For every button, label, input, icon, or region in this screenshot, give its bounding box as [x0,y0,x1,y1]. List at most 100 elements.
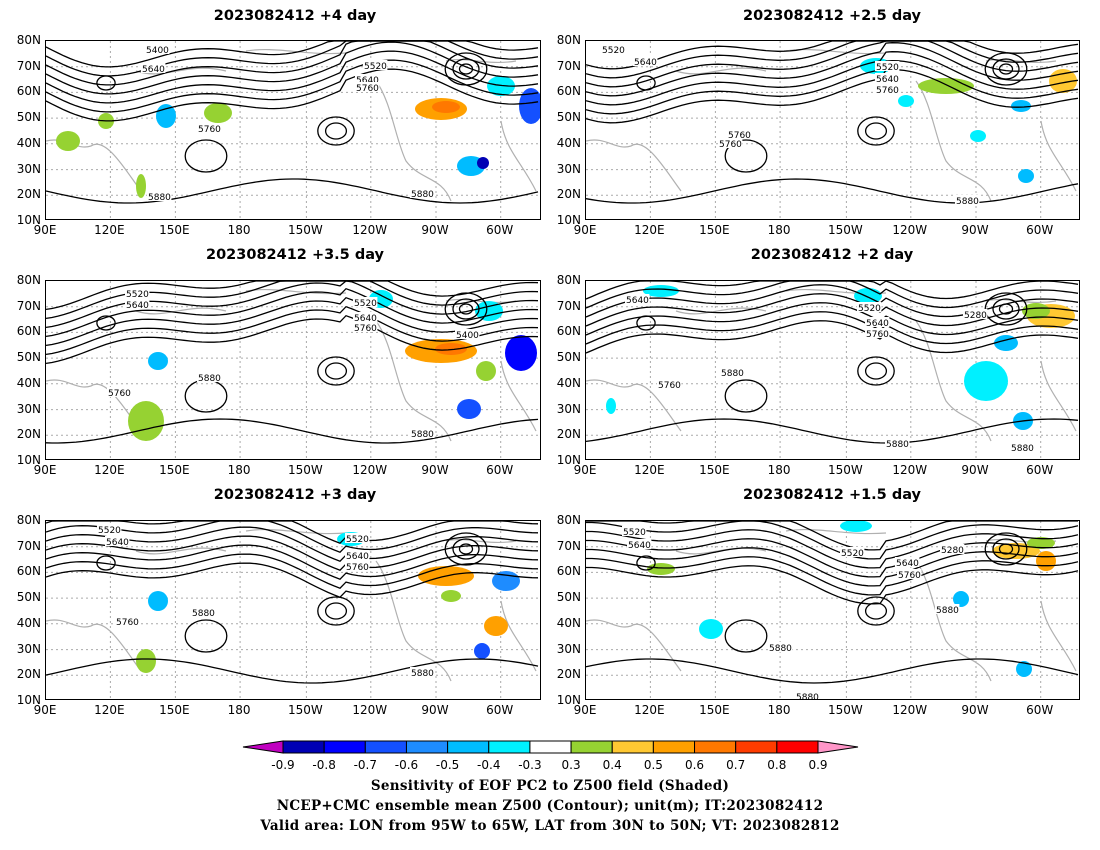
longitude-tick-label: 120E [94,463,125,477]
latitude-tick-label: 20N [556,667,581,682]
closed-contour [444,292,488,326]
latitude-tick-label: 50N [16,350,41,365]
colorbar-tick-label: 0.5 [643,758,663,772]
colorbar-segment [694,740,737,754]
latitude-tick-label: 40N [556,615,581,630]
z500-contour [586,42,1079,97]
longitude-tick-label: 180 [227,223,251,237]
latitude-tick-label: 60N [556,84,581,99]
closed-contour [857,596,895,626]
z500-contour [586,60,1079,115]
contour-label: 5880 [148,193,171,203]
closed-contour [324,602,348,620]
latitude-tick-label: 70N [556,298,581,313]
latitude-tick-label: 60N [556,324,581,339]
longitude-tick-label: 150W [828,463,863,477]
closed-contour [96,75,116,91]
z500-contour [586,547,1079,587]
z500-contour [586,418,1079,444]
z500-contour [586,281,1079,300]
longitude-tick-label: 150E [699,223,730,237]
longitude-tick-label: 120E [634,463,665,477]
contour-label: 5880 [796,693,819,700]
sensitivity-shade [1022,303,1050,319]
longitude-tick-label: 120W [352,703,388,717]
z500-contour [586,178,1079,204]
sensitivity-shade [475,301,503,321]
contour-label: 5880 [198,374,221,384]
longitude-tick-label: 150E [699,463,730,477]
sensitivity-shade [204,103,232,123]
z500-contour [46,50,539,104]
closed-contour [317,116,355,146]
closed-contour [857,116,895,146]
longitude-tick-label: 120E [634,223,665,237]
z500-contour [586,556,1079,596]
z500-contour [586,281,1079,309]
longitude-tick-label: 90E [573,223,597,237]
longitude-tick-label: 120W [892,223,928,237]
contour-label: 5640 [876,75,899,85]
longitude-tick-label: 60W [1026,463,1054,477]
latitude-tick-label: 10N [16,693,41,707]
latitude-tick-label: 60N [16,324,41,339]
z500-contour [586,284,1079,318]
latitude-tick-label: 30N [16,401,41,416]
closed-contour [857,356,895,386]
z500-contour [46,418,539,444]
longitude-tick-label: 60W [486,703,514,717]
contour-label: 5640 [866,319,889,329]
latitude-tick-label: 70N [556,538,581,553]
z500-contour [46,658,539,684]
z500-contour [586,320,1079,354]
colorbar-segment [652,740,696,754]
longitude-tick-label: 60W [1026,223,1054,237]
contour-label: 5880 [411,669,434,679]
latitude-tick-label: 40N [16,375,41,390]
z500-contour [46,41,539,68]
z500-contour [586,302,1079,336]
latitude-tick-label: 80N [556,33,581,47]
latitude-tick-label: 10N [16,453,41,467]
colorbar-tick-label: 0.4 [602,758,622,772]
sensitivity-shade [699,619,723,639]
sensitivity-shade [136,649,156,673]
map-panel-5: 5520 5640 5520 5640 5760 5760 5880 5880 [45,520,541,700]
caption-line-1: Sensitivity of EOF PC2 to Z500 field (Sh… [370,778,730,794]
closed-contour [444,532,488,566]
contour-label: 5760 [354,324,377,334]
longitude-tick-label: 150W [828,223,863,237]
z500-contour [46,535,539,571]
z500-contour [586,521,1078,551]
colorbar-tick-label: -0.8 [312,758,336,772]
longitude-tick-label: 150E [159,463,190,477]
closed-contour [724,619,768,653]
longitude-tick-label: 120W [892,463,928,477]
contour-label: 5400 [146,46,169,56]
latitude-tick-label: 70N [16,58,41,73]
z500-contour [46,562,539,598]
longitude-tick-label: 150E [159,223,190,237]
colorbar-tick-label: 0.7 [726,758,746,772]
closed-contour [184,379,228,413]
longitude-tick-label: 90W [961,703,989,717]
colorbar-segment [611,740,654,754]
longitude-tick-label: 90W [421,703,449,717]
sensitivity-shade [505,335,537,371]
closed-contour [324,122,348,140]
sensitivity-shade [898,95,914,107]
closed-contour [998,63,1014,75]
sensitivity-shade [432,101,460,113]
longitude-tick-label: 180 [227,703,251,717]
contour-label: 5760 [898,571,921,581]
z500-contour [46,553,539,589]
closed-contour [984,292,1028,326]
latitude-tick-label: 80N [16,513,41,527]
closed-contour [317,356,355,386]
colorbar-segment [364,740,407,754]
latitude-tick-label: 80N [16,273,41,287]
closed-contour [992,298,1020,320]
closed-contour [444,52,488,86]
